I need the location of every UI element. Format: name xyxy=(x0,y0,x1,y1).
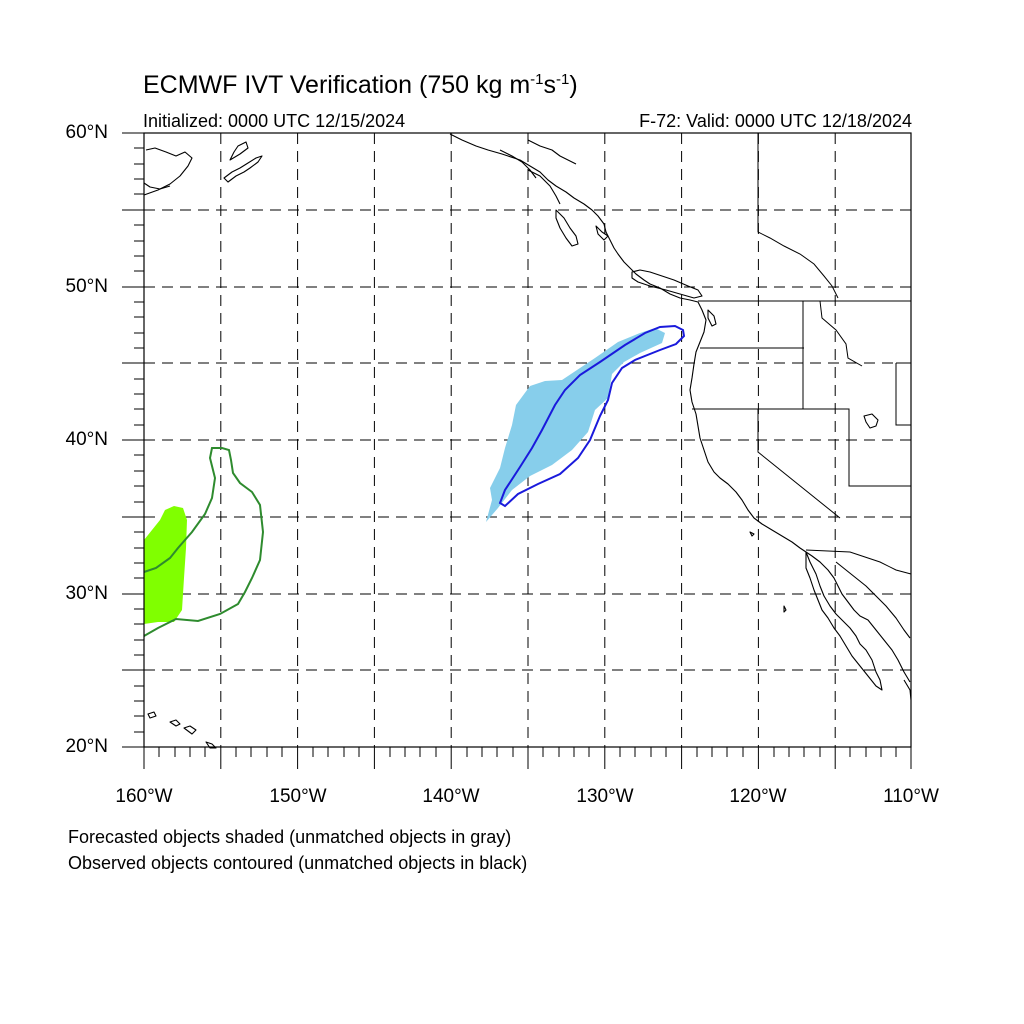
footer-note-observed: Observed objects contoured (unmatched ob… xyxy=(68,853,528,873)
forecast-object-sky xyxy=(486,328,665,522)
lon-label-120w: 120°W xyxy=(729,786,787,807)
lat-ticks xyxy=(122,132,144,748)
lon-label-140w: 140°W xyxy=(422,786,480,807)
lon-label-110w: 110°W xyxy=(883,786,939,807)
lon-label-160w: 160°W xyxy=(115,786,173,807)
lat-label-60: 60°N xyxy=(65,122,108,143)
political-borders xyxy=(692,133,912,575)
forecast-object-green xyxy=(144,506,187,624)
lon-label-150w: 150°W xyxy=(269,786,327,807)
observed-object-blue xyxy=(498,324,686,508)
lon-label-130w: 130°W xyxy=(576,786,634,807)
lon-ticks xyxy=(143,747,912,769)
map-title: ECMWF IVT Verification (750 kg m-1s-1) xyxy=(143,71,578,99)
lat-label-20: 20°N xyxy=(65,736,108,757)
valid-time-label: F-72: Valid: 0000 UTC 12/18/2024 xyxy=(639,111,912,131)
observed-object-green xyxy=(143,447,265,637)
init-time-label: Initialized: 0000 UTC 12/15/2024 xyxy=(143,111,406,131)
lat-label-40: 40°N xyxy=(65,429,108,450)
footer-note-forecast: Forecasted objects shaded (unmatched obj… xyxy=(68,827,512,847)
lat-label-30: 30°N xyxy=(65,583,108,604)
lat-label-50: 50°N xyxy=(65,276,108,297)
